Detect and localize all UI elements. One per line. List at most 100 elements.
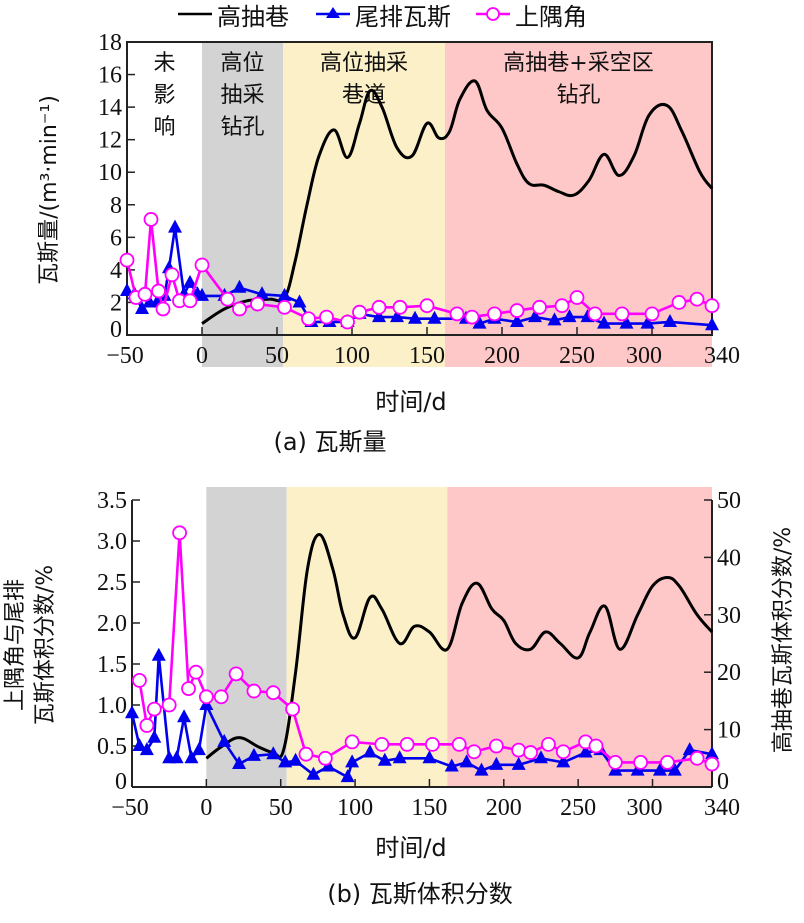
legend: 高抽巷 尾排瓦斯 上隅角 [178,3,587,31]
data-point-triangle [489,756,504,770]
data-point-triangle [278,754,293,768]
data-point-triangle [169,750,184,764]
data-point-circle [155,301,171,317]
data-point-circle [285,701,301,717]
data-point-circle [132,673,147,688]
y-tick-label-right: 30 [717,603,741,629]
data-point-circle [644,306,660,322]
data-point-triangle [255,286,269,300]
data-point-circle [671,295,687,310]
data-point-circle [250,296,265,312]
y-tick-label-left: 2.5 [97,570,127,596]
data-point-triangle [459,754,474,768]
region-label: 高位抽采 [320,51,408,76]
data-point-triangle [562,309,577,323]
data-point-triangle [372,309,386,323]
data-point-circle [374,736,390,752]
data-point-circle [704,298,720,314]
data-point-circle [228,666,244,682]
data-point-triangle [292,294,307,308]
x-tick-label: 100 [334,343,370,369]
data-point-circle [164,267,180,283]
x-tick-label: 250 [559,343,595,369]
y-tick-label-left: 12 [98,128,122,154]
data-point-circle [220,291,235,307]
data-point-triangle [556,754,571,768]
legend-label-gaochouxiang: 高抽巷 [217,3,289,31]
data-point-circle [182,293,198,309]
data-point-circle [344,734,360,750]
data-point-circle [488,738,504,754]
x-tick-label: 0 [200,795,212,821]
y-tick-label-right: 20 [717,660,741,686]
data-point-circle [689,291,705,307]
x-axis-title: 时间/d [375,388,446,416]
y-axis-title-left-line1: 上隅角与尾排 [3,579,28,711]
data-point-triangle [306,766,321,780]
data-point-triangle [408,310,422,324]
region-label: 影 [153,83,175,108]
data-point-triangle [151,647,166,661]
region-band [286,487,448,787]
y-tick-label-left: 0 [110,317,122,343]
data-point-circle [532,299,547,315]
data-point-circle [464,309,480,325]
data-point-triangle [390,309,404,323]
y-axis-title-left-line2: 瓦斯体积分数/% [33,565,58,725]
y-tick-label-left: 2 [110,290,122,316]
x-tick-label: 250 [560,795,596,821]
data-point-circle [587,306,603,322]
data-point-circle [588,738,604,754]
data-point-circle [151,283,166,299]
region-label: 钻孔 [220,115,264,140]
data-point-circle [265,685,281,701]
data-point-circle [466,744,482,760]
data-point-circle [246,683,262,699]
data-point-circle [143,212,159,227]
data-point-circle [554,298,570,314]
region-label: 抽采 [220,83,264,108]
data-point-triangle [705,317,719,331]
data-point-triangle [422,750,437,764]
x-tick-label: 150 [409,343,445,369]
y-tick-label-right: 50 [717,488,741,514]
data-point-circle [659,755,675,770]
data-point-triangle [288,752,303,766]
data-point-triangle [191,742,206,756]
chart-b: −50 0 50 100 150 200 250 300 34000.51.01.52.02.5… [3,487,796,908]
y-tick-label-left: 10 [98,160,122,186]
data-point-circle [198,689,214,705]
data-point-circle [487,306,502,322]
data-point-triangle [217,733,232,747]
data-point-triangle [168,219,182,233]
data-point-triangle [619,315,634,329]
data-point-circle [633,755,649,770]
data-point-triangle [392,750,407,764]
region-label: 钻孔 [556,83,600,108]
data-point-triangle [597,315,611,329]
data-point-triangle [377,752,392,766]
data-point-triangle [184,750,199,764]
data-point-circle [172,525,187,541]
y-tick-label-left: 1.5 [97,652,127,678]
data-point-circle [277,299,292,315]
data-point-triangle [232,279,247,293]
y-tick-label-left: 1.0 [97,693,127,719]
legend-label-weipai: 尾排瓦斯 [355,3,451,31]
series-line-gaochouxiang [205,532,714,760]
region-label: 高位 [220,51,264,76]
data-point-circle [301,311,316,327]
data-point-circle [607,755,623,770]
data-point-triangle [362,744,377,758]
data-point-circle [371,299,387,315]
data-point-circle [511,742,527,758]
y-axis-title: 瓦斯量/(m³·min⁻¹) [37,95,62,285]
data-point-triangle [232,756,247,770]
x-tick-label: 50 [269,795,293,821]
data-point-triangle [472,315,487,329]
y-tick-label-left: 14 [98,95,122,121]
data-point-circle [139,718,155,733]
data-point-triangle [547,312,562,326]
series-line-shangyujiao [125,219,713,324]
